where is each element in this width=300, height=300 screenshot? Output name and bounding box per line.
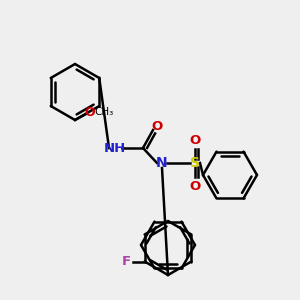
Text: O: O <box>85 106 95 118</box>
Text: O: O <box>189 179 201 193</box>
Text: N: N <box>156 156 168 170</box>
Text: CH₃: CH₃ <box>94 107 114 117</box>
Text: F: F <box>122 255 131 268</box>
Text: NH: NH <box>104 142 126 154</box>
Text: O: O <box>152 121 163 134</box>
Text: O: O <box>189 134 201 146</box>
Text: S: S <box>190 156 200 170</box>
